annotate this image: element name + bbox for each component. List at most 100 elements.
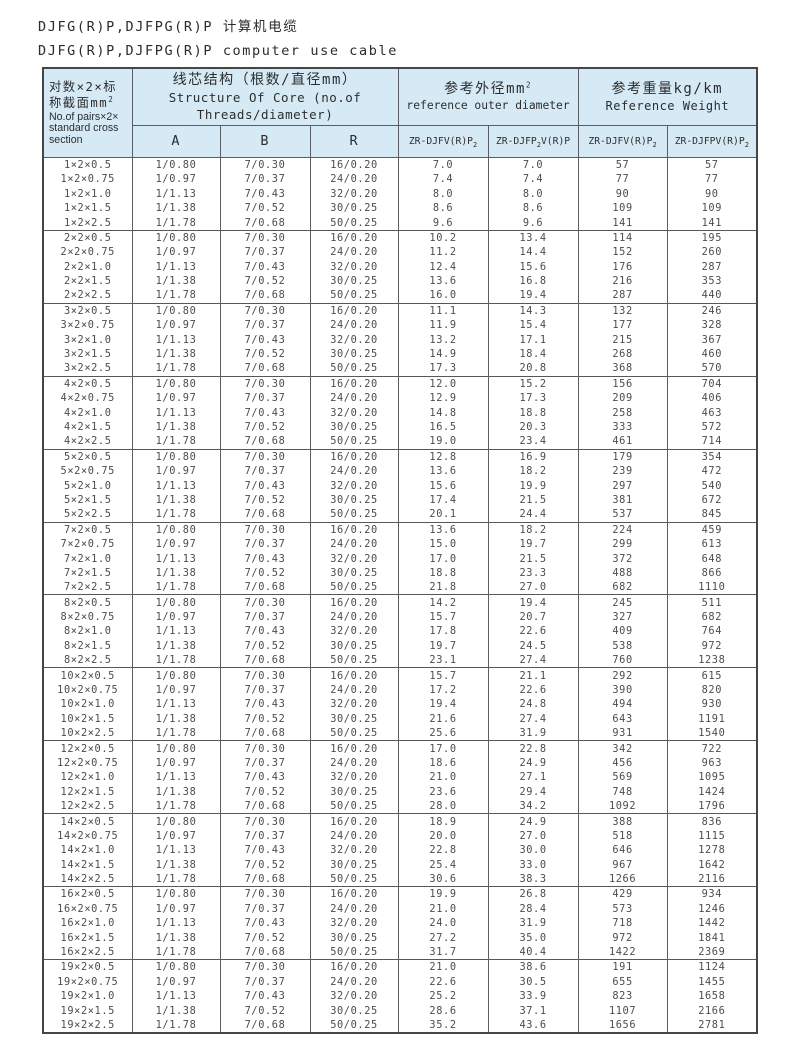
cell-diameter-zr-djfp2v: 18.2 — [487, 521, 579, 537]
table-row: 10×2×0.75 1/0.97 7/0.37 24/0.20 17.2 22.6 390 8… — [42, 682, 758, 698]
table-row: 10×2×0.5 1/0.80 7/0.30 16/0.20 15.7 21.1 292 61… — [42, 667, 758, 683]
table-row: 5×2×1.0 1/1.13 7/0.43 32/0.20 15.6 19.9 297 540 — [42, 478, 758, 493]
subscript-2: 2 — [473, 140, 478, 149]
cell-diameter-zr-djfp2v: 23.4 — [487, 434, 579, 450]
table-row: 1×2×0.5 1/0.80 7/0.30 16/0.20 7.0 7.0 57 57 — [42, 156, 758, 173]
cell-weight-zr-djfv: 239 — [577, 463, 668, 479]
cell-diameter-zr-djfp2v: 22.8 — [487, 740, 579, 756]
cell-structure-a: 1/1.78 — [131, 580, 221, 595]
cell-weight-zr-djfv: 1092 — [577, 798, 668, 814]
table-row: 12×2×0.5 1/0.80 7/0.30 16/0.20 17.0 22.8 342 72… — [42, 740, 758, 756]
cell-pairs-section: 10×2×0.5 — [42, 667, 133, 683]
cell-weight-zr-djfpv: 463 — [666, 405, 758, 420]
cell-diameter-zr-djfp2v: 7.4 — [487, 172, 579, 187]
cell-weight-zr-djfpv: 714 — [666, 434, 758, 450]
cell-structure-b: 7/0.52 — [219, 784, 311, 799]
cell-structure-a: 1/1.13 — [131, 624, 221, 639]
cell-structure-b: 7/0.52 — [219, 711, 311, 726]
cell-diameter-zr-djfp2v: 7.0 — [487, 156, 579, 173]
cell-structure-r: 32/0.20 — [309, 624, 399, 639]
cell-weight-zr-djfpv: 367 — [666, 332, 758, 347]
cell-structure-a: 1/0.80 — [131, 229, 221, 246]
table-row: 7×2×1.0 1/1.13 7/0.43 32/0.20 17.0 21.5 372 648 — [42, 551, 758, 566]
cell-diameter-zr-djfv: 8.0 — [397, 186, 489, 201]
cell-structure-r: 30/0.25 — [309, 784, 399, 799]
cell-weight-zr-djfpv: 866 — [666, 565, 758, 581]
cell-weight-zr-djfv: 224 — [577, 521, 668, 537]
cell-structure-r: 50/0.25 — [309, 434, 399, 450]
cell-weight-zr-djfv: 643 — [577, 711, 668, 726]
cell-weight-zr-djfv: 538 — [577, 638, 668, 654]
table-row: 2×2×2.5 1/1.78 7/0.68 50/0.25 16.0 19.4 287 440 — [42, 288, 758, 304]
cell-structure-r: 32/0.20 — [309, 916, 399, 931]
cell-weight-zr-djfv: 537 — [577, 507, 668, 523]
cell-diameter-zr-djfp2v: 13.4 — [487, 229, 579, 246]
table-row: 8×2×2.5 1/1.78 7/0.68 50/0.25 23.1 27.4 760 123… — [42, 653, 758, 668]
cell-structure-a: 1/1.78 — [131, 1017, 221, 1034]
cell-structure-a: 1/1.13 — [131, 989, 221, 1004]
cell-diameter-zr-djfv: 11.9 — [397, 318, 489, 333]
table-row: 2×2×0.5 1/0.80 7/0.30 16/0.20 10.2 13.4 114 195 — [42, 229, 758, 246]
cell-structure-b: 7/0.68 — [219, 798, 311, 814]
cell-pairs-section: 12×2×2.5 — [42, 798, 133, 814]
cell-weight-zr-djfv: 216 — [577, 273, 668, 289]
table-row: 3×2×2.5 1/1.78 7/0.68 50/0.25 17.3 20.8 368 570 — [42, 361, 758, 377]
cell-structure-r: 50/0.25 — [309, 798, 399, 814]
cell-weight-zr-djfpv: 1238 — [666, 653, 758, 668]
cell-diameter-zr-djfv: 13.6 — [397, 463, 489, 479]
cell-structure-b: 7/0.43 — [219, 478, 311, 493]
cell-weight-zr-djfpv: 722 — [666, 740, 758, 756]
cell-pairs-section: 16×2×1.0 — [42, 916, 133, 931]
cell-diameter-zr-djfp2v: 8.6 — [487, 200, 579, 216]
cell-structure-b: 7/0.37 — [219, 901, 311, 917]
cell-structure-b: 7/0.52 — [219, 1003, 311, 1018]
cell-diameter-zr-djfv: 17.8 — [397, 624, 489, 639]
table-row: 4×2×1.0 1/1.13 7/0.43 32/0.20 14.8 18.8 258 463 — [42, 405, 758, 420]
cell-structure-a: 1/1.13 — [131, 843, 221, 858]
cell-weight-zr-djfv: 518 — [577, 828, 668, 844]
cell-structure-r: 30/0.25 — [309, 273, 399, 289]
cell-pairs-section: 10×2×2.5 — [42, 726, 133, 741]
cell-structure-a: 1/0.80 — [131, 886, 221, 902]
header-weight-en: Reference Weight — [605, 98, 730, 113]
cell-pairs-section: 4×2×1.0 — [42, 405, 133, 420]
cell-structure-b: 7/0.43 — [219, 259, 311, 274]
cell-weight-zr-djfv: 488 — [577, 565, 668, 581]
table-row: 16×2×1.5 1/1.38 7/0.52 30/0.25 27.2 35.0 972 18… — [42, 930, 758, 945]
cell-pairs-section: 4×2×1.5 — [42, 419, 133, 435]
cell-pairs-section: 7×2×0.75 — [42, 536, 133, 552]
cell-weight-zr-djfpv: 930 — [666, 697, 758, 712]
cell-structure-r: 30/0.25 — [309, 930, 399, 945]
table-row: 2×2×1.5 1/1.38 7/0.52 30/0.25 13.6 16.8 216 353 — [42, 273, 758, 289]
table-row: 12×2×1.5 1/1.38 7/0.52 30/0.25 23.6 29.4 748 14… — [42, 784, 758, 799]
cell-structure-a: 1/0.97 — [131, 172, 221, 187]
cell-diameter-zr-djfv: 22.8 — [397, 843, 489, 858]
cell-pairs-section: 1×2×0.5 — [42, 156, 133, 173]
table-row: 14×2×1.0 1/1.13 7/0.43 32/0.20 22.8 30.0 646 12… — [42, 843, 758, 858]
cell-weight-zr-djfv: 429 — [577, 886, 668, 902]
cell-structure-r: 50/0.25 — [309, 871, 399, 887]
table-row: 10×2×1.5 1/1.38 7/0.52 30/0.25 21.6 27.4 643 11… — [42, 711, 758, 726]
cell-diameter-zr-djfp2v: 30.5 — [487, 974, 579, 990]
cell-structure-r: 32/0.20 — [309, 770, 399, 785]
cell-structure-r: 24/0.20 — [309, 536, 399, 552]
cell-structure-b: 7/0.43 — [219, 551, 311, 566]
cell-structure-b: 7/0.30 — [219, 813, 311, 829]
cell-diameter-zr-djfp2v: 27.4 — [487, 711, 579, 726]
cell-diameter-zr-djfv: 23.1 — [397, 653, 489, 668]
cell-structure-r: 32/0.20 — [309, 697, 399, 712]
cell-diameter-zr-djfv: 15.7 — [397, 609, 489, 625]
cell-weight-zr-djfv: 215 — [577, 332, 668, 347]
cell-structure-r: 32/0.20 — [309, 405, 399, 420]
cell-diameter-zr-djfp2v: 20.8 — [487, 361, 579, 377]
cell-weight-zr-djfv: 109 — [577, 200, 668, 216]
cell-structure-b: 7/0.68 — [219, 434, 311, 450]
cell-weight-zr-djfv: 1422 — [577, 944, 668, 960]
cell-weight-zr-djfv: 390 — [577, 682, 668, 698]
table-row: 10×2×1.0 1/1.13 7/0.43 32/0.20 19.4 24.8 494 93… — [42, 697, 758, 712]
cell-structure-a: 1/1.38 — [131, 711, 221, 726]
cell-structure-a: 1/0.80 — [131, 594, 221, 610]
cell-structure-b: 7/0.43 — [219, 916, 311, 931]
cell-structure-b: 7/0.52 — [219, 419, 311, 435]
